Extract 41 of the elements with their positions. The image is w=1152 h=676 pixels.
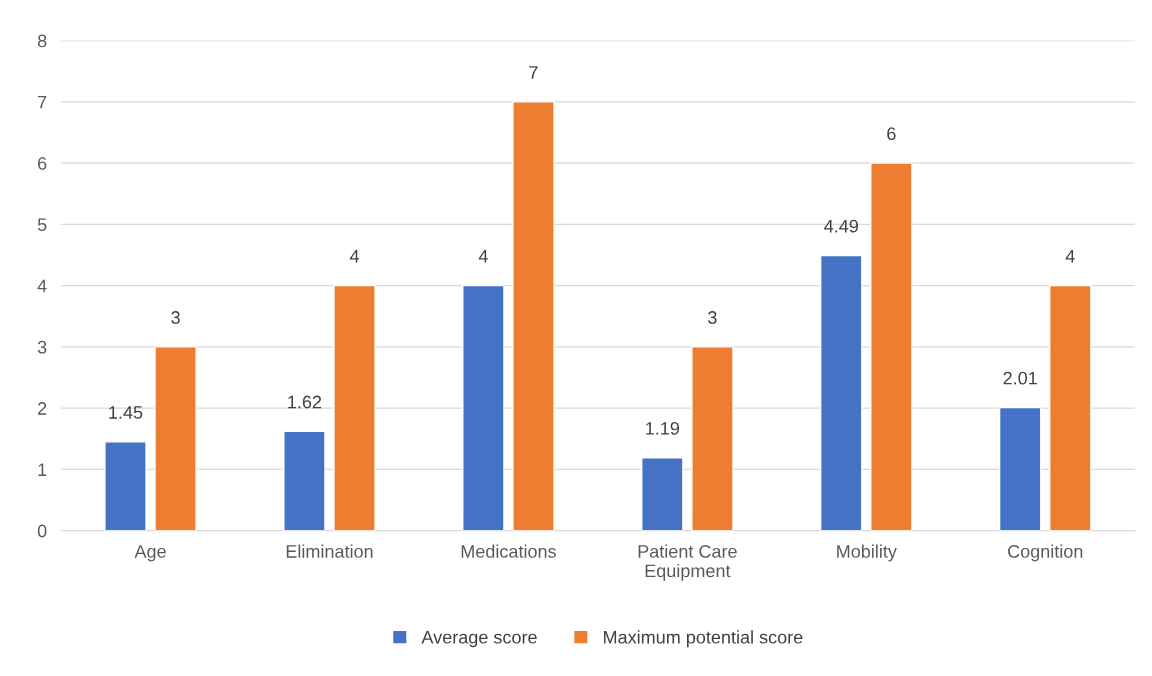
y-tick-label: 1 <box>38 463 47 476</box>
data-label: 4.49 <box>824 219 858 233</box>
y-tick-label: 0 <box>37 524 47 538</box>
data-label: 4 <box>478 250 488 263</box>
data-label: 4 <box>349 250 360 263</box>
bar <box>870 162 913 531</box>
data-label: 2.01 <box>1003 371 1037 385</box>
bar <box>104 441 147 531</box>
bar <box>691 346 734 531</box>
y-tick-label: 4 <box>37 279 47 293</box>
bar <box>819 254 863 531</box>
x-tick-label: Patient Care Equipment <box>638 544 737 581</box>
y-tick-label: 2 <box>38 402 47 415</box>
data-label: 3 <box>171 311 180 324</box>
y-tick-label: 6 <box>38 157 47 170</box>
y-tick-label: 7 <box>38 95 47 109</box>
legend-label: Maximum potential score <box>604 630 803 648</box>
bar <box>462 284 505 531</box>
data-label: 1.45 <box>109 406 143 419</box>
x-tick-label: Cognition <box>1008 544 1083 562</box>
bar <box>998 406 1042 531</box>
data-label: 1.62 <box>288 395 322 409</box>
data-label: 3 <box>708 311 717 324</box>
bar <box>1049 284 1092 531</box>
bar <box>333 284 376 531</box>
x-tick-label: Medications <box>461 544 556 558</box>
x-tick-label: Mobility <box>837 544 897 562</box>
data-label: 7 <box>529 66 538 79</box>
data-label: 1.19 <box>646 421 680 435</box>
bar <box>283 430 326 531</box>
y-tick-label: 8 <box>37 34 47 48</box>
bar <box>512 101 555 531</box>
data-label: 4 <box>1065 250 1075 263</box>
x-tick-label: Elimination <box>286 544 373 558</box>
legend-label: Average score <box>421 630 537 648</box>
y-tick-label: 3 <box>37 340 47 354</box>
x-tick-label: Age <box>134 545 166 562</box>
data-label: 6 <box>887 127 896 141</box>
y-tick-label: 5 <box>37 218 47 232</box>
bar <box>641 457 684 531</box>
bar <box>154 346 197 531</box>
